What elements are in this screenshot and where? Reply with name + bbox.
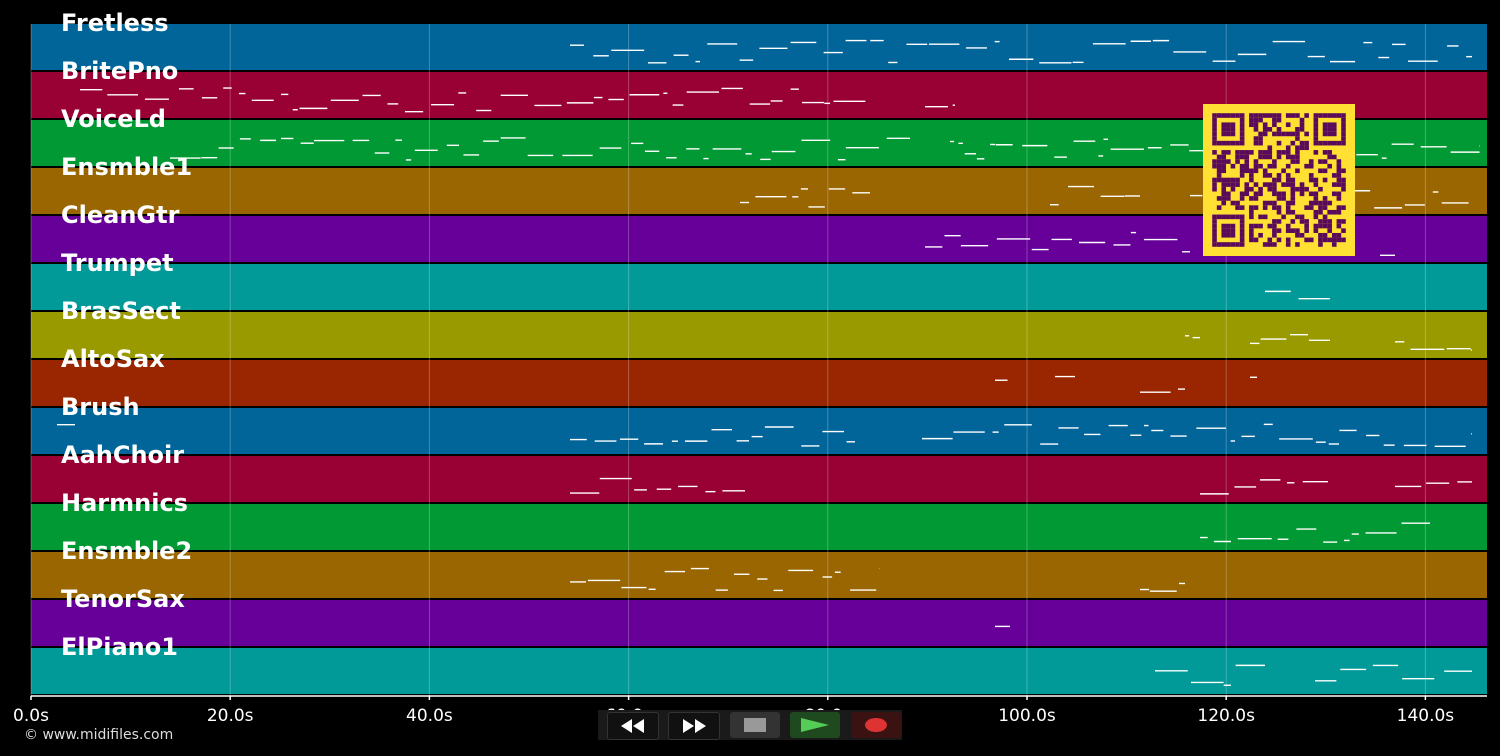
track-label-altosax: AltoSax (61, 345, 165, 373)
stop-button[interactable] (730, 712, 780, 738)
track-lane-aahchoir (31, 456, 1487, 502)
rewind-icon (621, 719, 644, 733)
track-lane-ensmble2 (31, 552, 1487, 598)
time-tick-label: 0.0s (13, 706, 49, 726)
track-label-brassect: BrasSect (61, 297, 181, 325)
qr-code-icon (1203, 104, 1355, 256)
time-tick-label: 20.0s (206, 706, 254, 726)
record-button[interactable] (851, 712, 901, 738)
rewind-button[interactable] (607, 712, 659, 740)
play-icon (801, 718, 829, 732)
track-label-trumpet: Trumpet (61, 249, 174, 277)
track-lane-elpiano1 (31, 648, 1487, 694)
track-label-voiceld: VoiceLd (61, 105, 166, 133)
transport-bar (598, 710, 902, 740)
track-lane-altosax (31, 360, 1487, 406)
track-label-elpiano1: ElPiano1 (61, 633, 178, 661)
track-label-harmnics: Harmnics (61, 489, 188, 517)
copyright-text: © www.midifiles.com (24, 727, 174, 743)
track-lane-brush (31, 408, 1487, 454)
record-icon (865, 718, 887, 732)
track-lane-harmnics (31, 504, 1487, 550)
fast-forward-icon (683, 719, 706, 733)
stop-icon (744, 718, 766, 732)
track-lane-brassect (31, 312, 1487, 358)
track-label-cleangtr: CleanGtr (61, 201, 180, 229)
time-tick-label: 140.0s (1396, 706, 1455, 726)
track-label-britepno: BritePno (61, 57, 179, 85)
track-lane-tenorsax (31, 600, 1487, 646)
track-lane-trumpet (31, 264, 1487, 310)
track-label-tenorsax: TenorSax (61, 585, 185, 613)
time-tick-label: 40.0s (406, 706, 453, 726)
track-label-aahchoir: AahChoir (61, 441, 185, 469)
play-button[interactable] (790, 712, 840, 738)
track-label-brush: Brush (61, 393, 140, 421)
track-label-fretless: Fretless (61, 9, 169, 37)
fast-forward-button[interactable] (668, 712, 720, 740)
track-label-ensmble1: Ensmble1 (61, 153, 193, 181)
track-lane-fretless (31, 24, 1487, 70)
time-tick-label: 120.0s (1197, 706, 1255, 726)
track-label-ensmble2: Ensmble2 (61, 537, 193, 565)
time-tick-label: 100.0s (998, 706, 1056, 726)
